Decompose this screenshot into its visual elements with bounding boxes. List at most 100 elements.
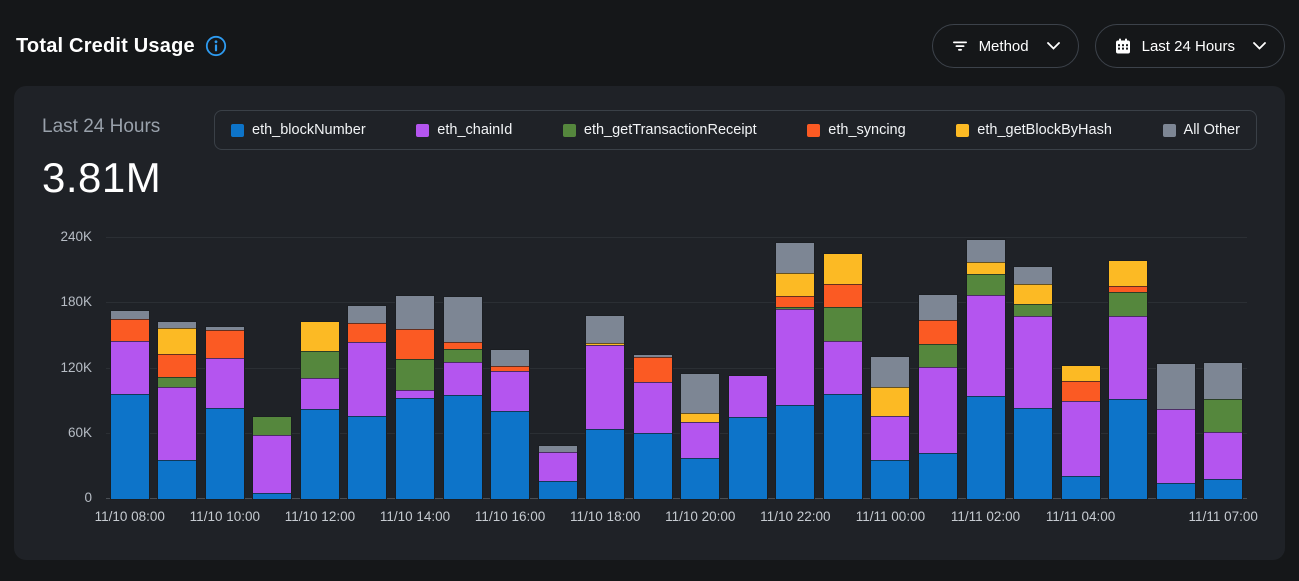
- bar-segment-eth-getblockbyhash: [871, 387, 910, 417]
- bar-segment-eth-blocknumber: [823, 394, 862, 499]
- legend-item-eth-chainid[interactable]: eth_chainId: [416, 122, 512, 138]
- legend-item-eth-syncing[interactable]: eth_syncing: [807, 122, 906, 138]
- legend-item-all-other[interactable]: All Other: [1162, 122, 1240, 138]
- bar-11-10-13-00[interactable]: [347, 305, 388, 500]
- bar-11-11-00-00[interactable]: [870, 355, 911, 501]
- legend-swatch: [416, 123, 430, 137]
- info-icon[interactable]: [205, 35, 227, 57]
- bar-segment-eth-blocknumber: [1014, 407, 1053, 499]
- bar-segment-eth-gettransactionreceipt: [253, 417, 292, 435]
- bar-11-10-11-00[interactable]: [252, 416, 293, 500]
- x-axis-label: 11/10 14:00: [379, 509, 451, 524]
- bar-11-10-15-00[interactable]: [442, 295, 483, 501]
- legend-label: eth_chainId: [437, 122, 513, 138]
- bar-segment-eth-chainid: [491, 371, 530, 411]
- bar-11-11-07-00[interactable]: [1203, 362, 1244, 500]
- bar-11-10-20-00[interactable]: [680, 372, 721, 501]
- bar-11-10-21-00[interactable]: [727, 374, 768, 501]
- bar-segment-eth-chainid: [396, 390, 435, 398]
- legend-swatch: [1162, 123, 1176, 137]
- bar-segment-eth-syncing: [823, 283, 862, 307]
- bar-segment-eth-syncing: [348, 323, 387, 343]
- chevron-down-icon: [1253, 42, 1266, 50]
- bar-11-10-14-00[interactable]: [395, 294, 436, 501]
- bar-11-10-18-00[interactable]: [585, 315, 626, 500]
- bar-segment-eth-syncing: [158, 354, 197, 377]
- bar-11-11-01-00[interactable]: [917, 293, 958, 501]
- bar-segment-eth-syncing: [1109, 286, 1148, 293]
- bar-segment-eth-chainid: [871, 416, 910, 460]
- bar-11-10-08-00[interactable]: [109, 309, 150, 501]
- gridline-120K: [106, 367, 1247, 369]
- bar-segment-eth-getblockbyhash: [681, 413, 720, 423]
- legend-item-eth-blocknumber[interactable]: eth_blockNumber: [231, 122, 366, 138]
- bar-segment-eth-blocknumber: [538, 480, 577, 499]
- legend-item-eth-gettransactionreceipt[interactable]: eth_getTransactionReceipt: [562, 122, 757, 138]
- bar-segment-eth-blocknumber: [158, 459, 197, 499]
- bar-segment-eth-gettransactionreceipt: [158, 376, 197, 387]
- bar-11-10-16-00[interactable]: [490, 349, 531, 500]
- x-axis-label: 11/10 12:00: [284, 509, 356, 524]
- bar-11-10-23-00[interactable]: [822, 253, 863, 500]
- legend-swatch: [231, 123, 244, 137]
- filter-icon: [951, 37, 969, 55]
- bar-segment-eth-syncing: [776, 296, 815, 308]
- bar-segment-eth-chainid: [253, 434, 292, 494]
- bar-11-11-03-00[interactable]: [1013, 265, 1054, 501]
- bar-segment-eth-blocknumber: [871, 459, 910, 499]
- bar-segment-all-other: [681, 373, 720, 414]
- time-range-dropdown[interactable]: Last 24 Hours: [1094, 24, 1285, 68]
- bar-segment-eth-chainid: [681, 422, 720, 459]
- bar-segment-eth-chainid: [205, 357, 244, 409]
- bar-11-11-04-00[interactable]: [1060, 364, 1101, 501]
- bar-segment-all-other: [776, 243, 815, 273]
- bar-segment-eth-chainid: [1109, 315, 1148, 399]
- bar-segment-eth-gettransactionreceipt: [300, 351, 339, 379]
- bar-segment-eth-chainid: [110, 341, 149, 394]
- bar-segment-all-other: [633, 354, 672, 357]
- bar-11-10-10-00[interactable]: [204, 326, 245, 500]
- bar-11-10-09-00[interactable]: [157, 320, 198, 501]
- bar-11-10-12-00[interactable]: [299, 320, 340, 501]
- bar-segment-eth-getblockbyhash: [823, 254, 862, 284]
- bar-11-10-17-00[interactable]: [537, 445, 578, 500]
- bar-11-11-02-00[interactable]: [965, 239, 1006, 500]
- bar-segment-eth-syncing: [633, 356, 672, 382]
- bar-segment-eth-gettransactionreceipt: [776, 307, 815, 309]
- bar-segment-all-other: [491, 350, 530, 366]
- bar-segment-eth-chainid: [633, 381, 672, 433]
- bar-segment-all-other: [871, 356, 910, 387]
- bar-segment-eth-blocknumber: [110, 393, 149, 499]
- bar-segment-eth-blocknumber: [728, 417, 767, 499]
- bar-segment-eth-blocknumber: [205, 408, 244, 499]
- y-axis-label: 60K: [67, 424, 92, 440]
- bar-segment-eth-syncing: [918, 319, 957, 344]
- bar-segment-eth-chainid: [538, 452, 577, 481]
- gridline-0: [106, 498, 1247, 499]
- bar-segment-all-other: [538, 446, 577, 453]
- y-axis-label: 0: [84, 490, 92, 505]
- bar-segment-eth-getblockbyhash: [966, 261, 1005, 275]
- method-filter-dropdown[interactable]: Method: [931, 24, 1079, 68]
- bar-segment-eth-chainid: [348, 342, 387, 417]
- bar-segment-eth-chainid: [823, 340, 862, 395]
- bar-segment-eth-blocknumber: [918, 453, 957, 499]
- gridline-60K: [106, 432, 1247, 434]
- topbar: Total Credit Usage Method: [0, 0, 1299, 86]
- bar-segment-eth-chainid: [1156, 408, 1195, 483]
- x-axis-label: 11/10 16:00: [474, 509, 546, 524]
- bar-segment-all-other: [1014, 266, 1053, 285]
- bar-segment-all-other: [110, 310, 149, 319]
- bar-11-10-19-00[interactable]: [632, 353, 673, 501]
- bar-11-10-22-00[interactable]: [775, 242, 816, 500]
- time-range-label: Last 24 Hours: [1141, 37, 1235, 55]
- bar-11-11-06-00[interactable]: [1155, 363, 1196, 500]
- bar-segment-eth-chainid: [443, 361, 482, 395]
- bar-segment-eth-gettransactionreceipt: [1109, 292, 1148, 316]
- bar-segment-eth-chainid: [1204, 432, 1243, 479]
- bar-segment-eth-gettransactionreceipt: [1204, 398, 1243, 433]
- bar-11-11-05-00[interactable]: [1108, 259, 1149, 501]
- legend-item-eth-getblockbyhash[interactable]: eth_getBlockByHash: [956, 122, 1112, 138]
- legend-label: eth_syncing: [828, 122, 906, 138]
- chart-legend: eth_blockNumber eth_chainId eth_getTransac…: [214, 110, 1257, 150]
